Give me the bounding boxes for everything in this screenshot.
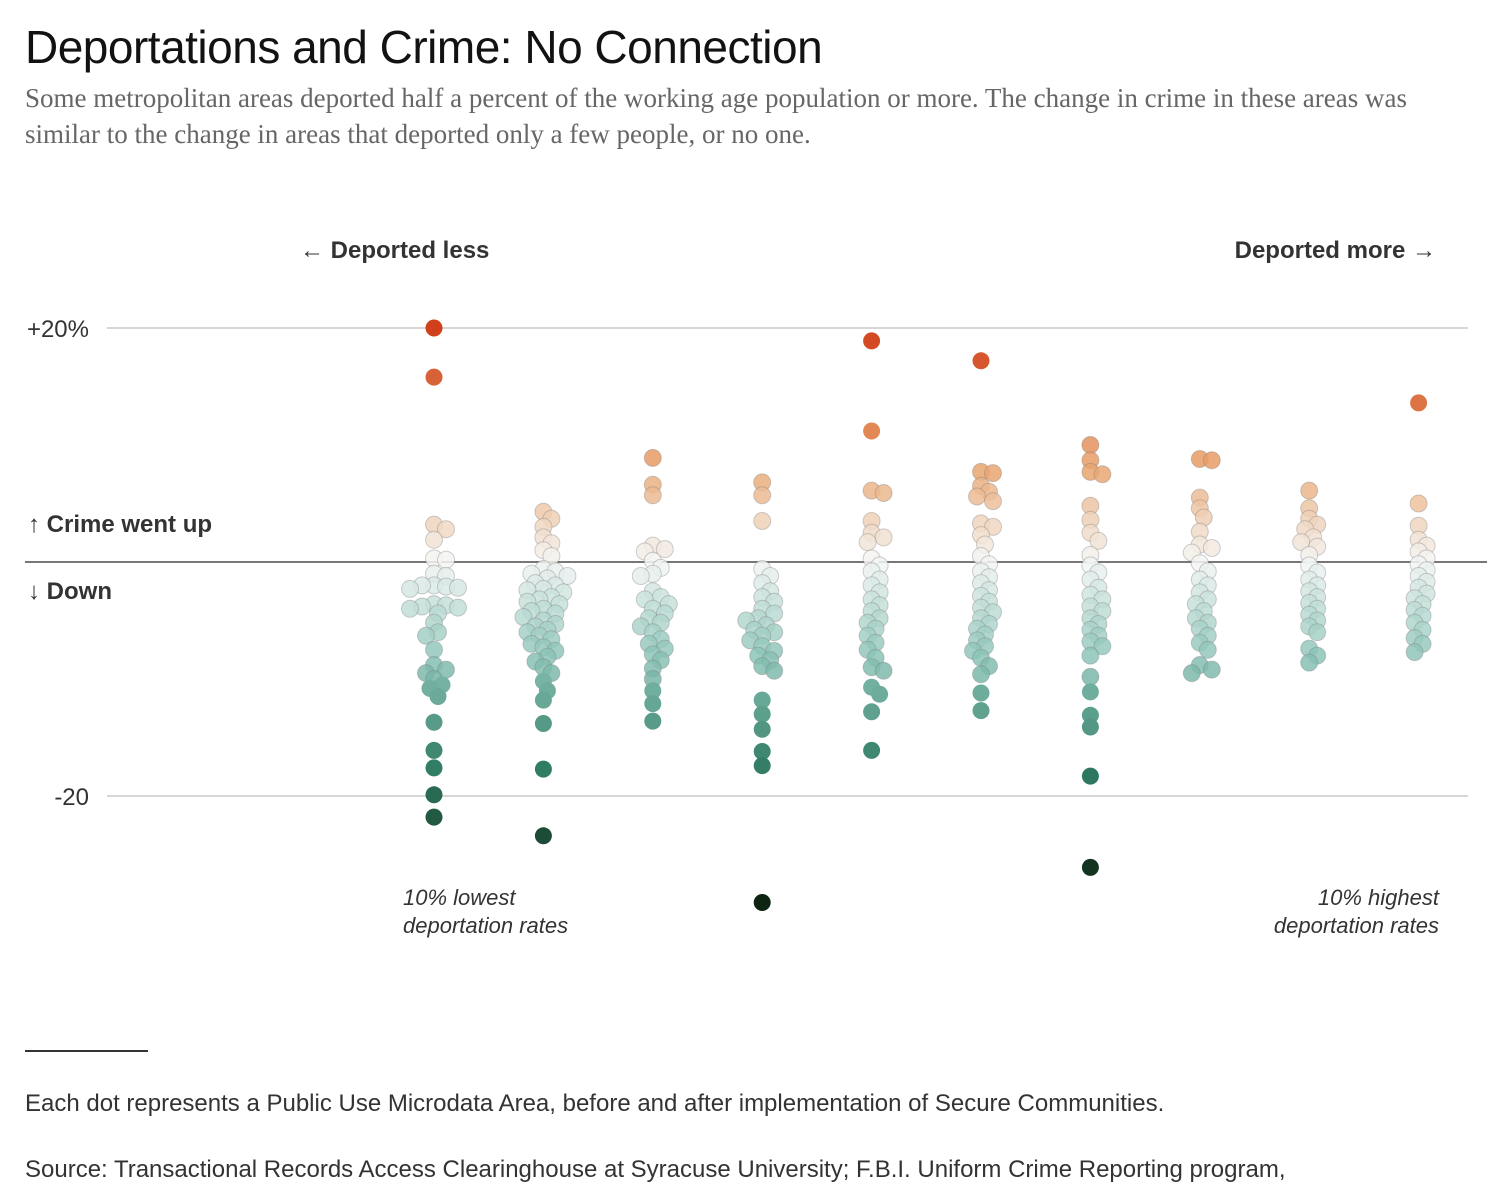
data-dot bbox=[863, 332, 881, 350]
chart-title: Deportations and Crime: No Connection bbox=[25, 21, 823, 73]
data-dot bbox=[1081, 706, 1099, 724]
data-dot bbox=[753, 757, 771, 775]
data-dot bbox=[871, 685, 889, 703]
data-dot bbox=[437, 550, 455, 569]
data-dot bbox=[1093, 465, 1112, 484]
data-dot bbox=[1081, 718, 1099, 736]
data-dot bbox=[401, 599, 419, 618]
data-dot bbox=[425, 319, 443, 337]
data-dot bbox=[753, 512, 772, 530]
data-dot bbox=[753, 743, 771, 760]
data-dot bbox=[534, 715, 552, 732]
data-dot bbox=[753, 894, 771, 911]
crime-up-label: ↑ Crime went up bbox=[28, 511, 212, 538]
data-dot bbox=[643, 448, 662, 467]
data-dot bbox=[858, 533, 877, 552]
data-dot bbox=[863, 422, 881, 440]
data-dot bbox=[644, 695, 662, 713]
chart-source: Source: Transactional Records Access Cle… bbox=[25, 1156, 1286, 1183]
data-dot bbox=[874, 484, 893, 502]
data-dot bbox=[874, 661, 893, 680]
dots-layer bbox=[401, 319, 1436, 911]
data-dot bbox=[534, 827, 552, 845]
data-dot bbox=[753, 486, 772, 505]
deported-less-label: ← Deported less bbox=[300, 237, 489, 264]
data-dot bbox=[874, 528, 893, 547]
data-dot bbox=[437, 520, 455, 539]
data-dot bbox=[984, 492, 1002, 511]
data-dot bbox=[425, 713, 443, 731]
data-dot bbox=[425, 786, 443, 804]
data-dot bbox=[1089, 531, 1108, 550]
data-dot bbox=[1308, 623, 1327, 642]
data-dot bbox=[972, 352, 990, 370]
data-dot bbox=[401, 579, 419, 598]
data-dot bbox=[655, 540, 674, 559]
data-dot bbox=[425, 530, 443, 549]
data-dot bbox=[863, 741, 881, 759]
data-dot bbox=[644, 712, 662, 730]
data-dot bbox=[425, 368, 443, 386]
data-dot bbox=[1182, 664, 1201, 683]
data-dot bbox=[1202, 660, 1221, 679]
data-dot bbox=[429, 688, 447, 705]
data-dot bbox=[425, 640, 443, 659]
data-dot bbox=[1409, 494, 1428, 513]
data-dot bbox=[1202, 539, 1221, 557]
data-dot bbox=[534, 691, 552, 709]
data-dot bbox=[968, 487, 986, 506]
data-dot bbox=[972, 665, 990, 684]
beeswarm-chart: +20%-20 ← Deported less Deported more → … bbox=[25, 237, 1487, 938]
data-dot bbox=[417, 626, 435, 645]
data-dot bbox=[863, 703, 881, 721]
data-dot bbox=[449, 598, 467, 617]
data-dot bbox=[1300, 653, 1319, 672]
crime-down-label: ↓ Down bbox=[28, 578, 112, 605]
data-dot bbox=[1093, 637, 1112, 656]
footnote-divider bbox=[25, 1050, 148, 1052]
data-dot bbox=[765, 661, 784, 680]
data-dot bbox=[1300, 481, 1319, 500]
data-dot bbox=[425, 759, 443, 777]
data-dot bbox=[753, 720, 771, 738]
data-dot bbox=[1081, 858, 1099, 876]
data-dot bbox=[425, 808, 443, 826]
chart-note: Each dot represents a Public Use Microda… bbox=[25, 1090, 1165, 1117]
data-dot bbox=[1405, 643, 1424, 662]
data-dot bbox=[631, 567, 650, 585]
deported-more-label: Deported more → bbox=[1235, 237, 1436, 264]
data-dot bbox=[534, 760, 552, 778]
y-axis-labels: +20% -20 bbox=[27, 316, 89, 811]
data-dot bbox=[644, 682, 662, 700]
data-dot bbox=[1081, 683, 1099, 701]
y-tick-label: +20% bbox=[27, 316, 89, 343]
data-dot bbox=[1081, 646, 1100, 665]
data-dot bbox=[972, 684, 990, 702]
data-dot bbox=[1198, 640, 1217, 659]
data-dot bbox=[1081, 436, 1100, 454]
data-dot bbox=[984, 464, 1002, 483]
data-dot bbox=[753, 691, 771, 709]
data-dot bbox=[449, 578, 467, 597]
y-tick-label: -20 bbox=[54, 784, 89, 811]
data-dot bbox=[643, 486, 662, 505]
data-dot bbox=[425, 741, 443, 759]
data-dot bbox=[1081, 767, 1099, 785]
data-dot bbox=[972, 702, 990, 720]
data-dot bbox=[753, 705, 771, 723]
data-dot bbox=[1202, 451, 1221, 470]
highest-annotation-line2: deportation rates bbox=[1274, 913, 1439, 938]
data-dot bbox=[1410, 394, 1428, 412]
gridlines bbox=[25, 327, 1487, 797]
lowest-annotation-line2: deportation rates bbox=[403, 913, 568, 938]
data-dot bbox=[1292, 533, 1311, 552]
data-dot bbox=[984, 517, 1002, 536]
data-dot bbox=[558, 567, 577, 585]
lowest-annotation-line1: 10% lowest bbox=[403, 885, 516, 910]
chart-subtitle: Some metropolitan areas deported half a … bbox=[25, 83, 1407, 149]
data-dot bbox=[1081, 667, 1100, 686]
highest-annotation-line1: 10% highest bbox=[1318, 885, 1440, 910]
